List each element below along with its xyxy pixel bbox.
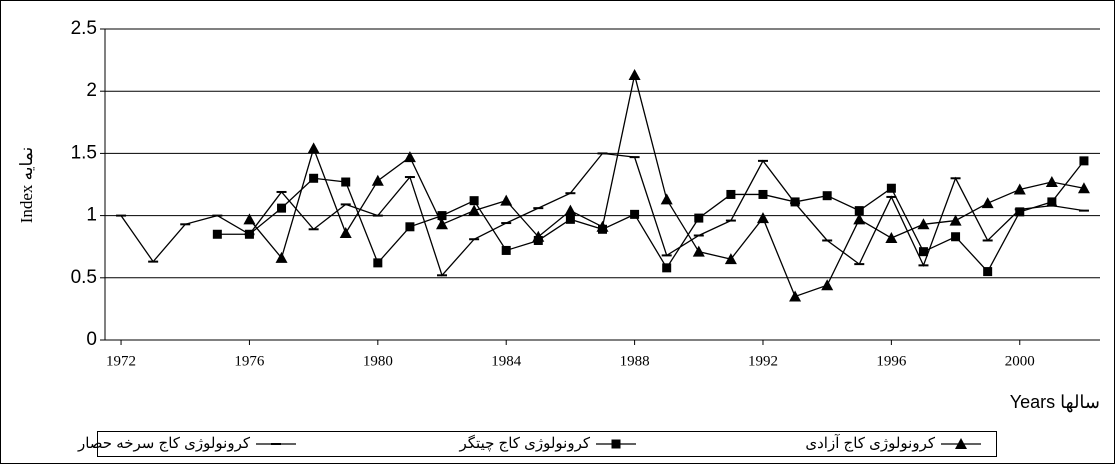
data-point (436, 218, 449, 230)
legend-label: کرونولوژی کاج آزادی (805, 434, 935, 452)
data-point (853, 213, 866, 225)
data-point (628, 69, 641, 81)
data-point (821, 279, 834, 291)
y-axis-label: Index نمایه (17, 147, 36, 224)
x-axis-label: Years سالها (1010, 392, 1100, 413)
data-point (1077, 182, 1090, 194)
data-point (885, 231, 898, 243)
data-point (277, 203, 287, 213)
data-point (756, 212, 769, 224)
data-point (1047, 197, 1057, 207)
data-point (405, 222, 415, 232)
data-point (822, 191, 832, 201)
data-point (501, 245, 511, 255)
data-point (500, 194, 513, 206)
data-point (981, 197, 994, 209)
data-point (694, 213, 704, 223)
data-point (951, 232, 961, 242)
data-point (565, 214, 575, 224)
data-point (309, 173, 319, 183)
legend-label: کرونولوژی کاج چیتگر (458, 434, 590, 452)
legend-box (97, 431, 997, 457)
y-tick-label: 0 (86, 329, 97, 350)
data-point (243, 213, 256, 225)
data-point (596, 220, 609, 232)
data-point (983, 267, 993, 277)
y-tick-label: 1 (86, 205, 97, 226)
data-point (918, 247, 928, 257)
data-point (437, 211, 447, 221)
data-point (886, 183, 896, 193)
data-point (1079, 156, 1089, 166)
x-tick-label: 1976 (234, 353, 265, 369)
x-tick-label: 1996 (876, 353, 907, 369)
legend-label: کرونولوژی کاج سرخه حصار (77, 435, 251, 452)
data-point (373, 258, 383, 268)
y-tick-label: 0.5 (71, 267, 97, 288)
y-tick-label: 2 (86, 80, 97, 101)
data-point (790, 197, 800, 207)
data-point (630, 209, 640, 219)
y-tick-label: 1.5 (71, 142, 97, 163)
data-point (789, 290, 802, 302)
legend-marker (611, 439, 621, 449)
data-point (1013, 183, 1026, 195)
data-point (532, 230, 545, 242)
x-tick-label: 1972 (106, 353, 136, 369)
data-point (244, 229, 254, 239)
data-point (564, 204, 577, 216)
legend-marker (955, 438, 967, 449)
data-point (758, 189, 768, 199)
y-tick-label: 2.5 (71, 18, 97, 39)
data-point (341, 177, 351, 187)
data-point (726, 189, 736, 199)
data-point (275, 251, 288, 263)
data-point (307, 142, 320, 154)
data-point (1015, 207, 1025, 217)
series-line (120, 152, 1085, 277)
series-line (217, 160, 1085, 273)
data-point (662, 263, 672, 273)
data-point (212, 229, 222, 239)
data-point (339, 227, 352, 239)
x-tick-label: 1992 (748, 353, 778, 369)
data-point (917, 218, 930, 230)
data-point (468, 204, 481, 216)
data-point (469, 196, 479, 206)
data-point (692, 245, 705, 257)
x-tick-label: 2000 (1005, 353, 1035, 369)
data-point (371, 174, 384, 186)
x-tick-label: 1988 (620, 353, 650, 369)
data-point (1045, 176, 1058, 188)
x-tick-label: 1984 (491, 353, 522, 369)
data-point (724, 253, 737, 265)
data-point (854, 206, 864, 216)
x-tick-label: 1980 (363, 353, 393, 369)
data-point (660, 193, 673, 205)
data-point (403, 151, 416, 163)
data-point (949, 214, 962, 226)
